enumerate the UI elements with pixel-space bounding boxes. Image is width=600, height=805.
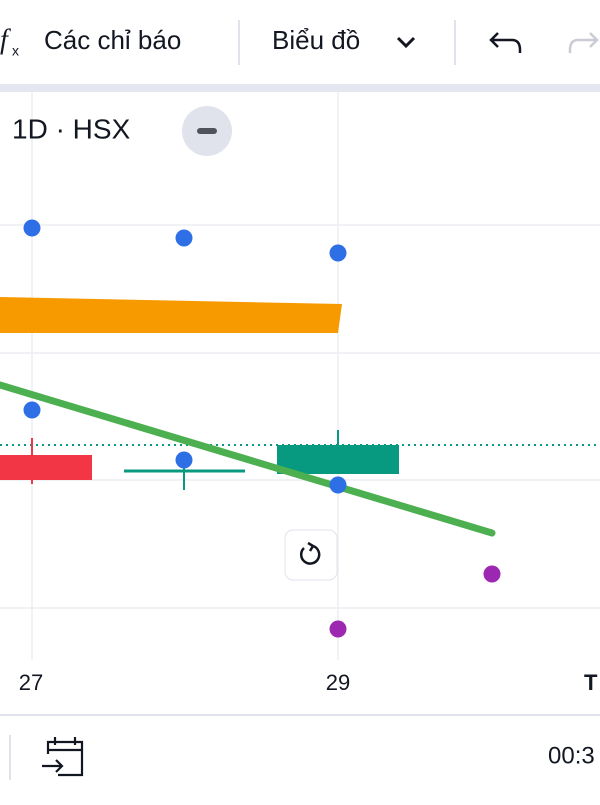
fx-icon[interactable]: f (0, 24, 11, 55)
blue-dots (23, 219, 347, 494)
toolbar-divider (0, 84, 600, 92)
reset-button[interactable] (284, 529, 338, 581)
purple-dots (329, 565, 501, 638)
goto-date-button[interactable] (42, 737, 84, 777)
candle (277, 445, 399, 474)
indicators-button[interactable]: Các chỉ báo (44, 25, 181, 55)
x-tick-label: 27 (19, 670, 43, 695)
x-tick-label: T (584, 670, 598, 695)
fx-icon-sub: x (12, 43, 19, 59)
clock: 00:3 (548, 742, 595, 769)
toolbar: f x Các chỉ báo Biểu đồ (0, 20, 599, 65)
chart: 1D · HSX (0, 92, 600, 660)
dropdown-icon[interactable] (396, 36, 416, 49)
undo-button[interactable] (489, 32, 522, 53)
candle (0, 455, 92, 480)
grid (0, 92, 600, 660)
x-tick-label: 29 (326, 670, 350, 695)
redo-button[interactable] (568, 32, 599, 53)
reset-icon (299, 541, 321, 565)
collapse-icon (197, 128, 217, 134)
orange-band (0, 297, 342, 333)
symbol-label: 1D · HSX (12, 113, 131, 144)
trend-line (0, 381, 496, 537)
chart-menu-button[interactable]: Biểu đồ (272, 25, 360, 55)
